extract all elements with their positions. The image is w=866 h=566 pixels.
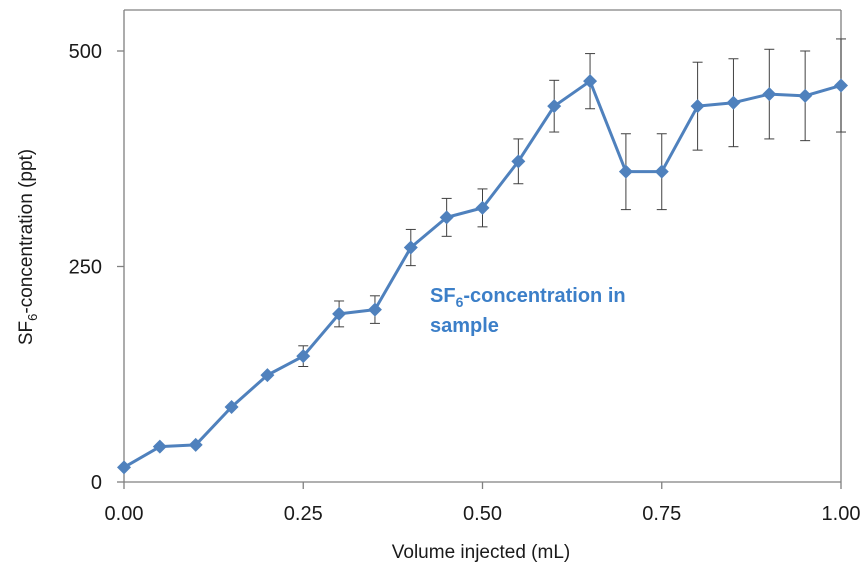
series-annotation: SF6-concentration in	[430, 285, 626, 310]
y-tick-label: 0	[91, 472, 102, 494]
data-point-marker	[260, 368, 275, 383]
x-tick-label: 0.00	[105, 503, 144, 525]
series-annotation-rest: -concentration in	[463, 285, 625, 307]
data-point-marker	[188, 437, 203, 452]
data-point-marker	[117, 460, 131, 475]
data-point-marker	[726, 95, 741, 110]
y-axis-title-subscript: 6	[25, 314, 40, 321]
data-point-marker	[762, 87, 777, 102]
series-annotation-main: SF	[430, 285, 456, 307]
data-point-marker	[547, 99, 562, 114]
y-tick-label: 500	[69, 41, 102, 63]
data-point-marker	[654, 164, 669, 179]
series-annotation-subscript: 6	[456, 294, 464, 310]
x-tick-label: 0.25	[284, 503, 323, 525]
data-point-marker	[224, 400, 239, 415]
data-point-marker	[690, 99, 705, 114]
data-point-marker	[296, 349, 311, 364]
data-point-marker	[798, 88, 813, 103]
data-point-marker	[834, 78, 848, 93]
axes: 0 250 500 0.00 0.25 0.50 0.75 1.00	[69, 9, 861, 525]
data-point-marker	[367, 302, 382, 317]
x-tick-label: 1.00	[822, 503, 861, 525]
x-axis-title: Volume injected (mL)	[392, 542, 570, 563]
data-point-marker	[332, 306, 347, 321]
y-axis-title-rest: -concentration (ppt)	[16, 149, 37, 314]
y-tick-label: 250	[69, 257, 102, 279]
series-group	[117, 74, 848, 475]
error-bars	[298, 38, 846, 367]
labels: Volume injected (mL) SF6-concentration (…	[16, 149, 626, 563]
data-point-marker	[475, 200, 490, 215]
series-annotation-line2: sample	[430, 315, 499, 337]
x-tick-label: 0.50	[463, 503, 502, 525]
data-point-marker	[403, 240, 418, 255]
data-point-marker	[439, 210, 454, 225]
y-axis-title-main: SF	[16, 321, 37, 345]
data-point-marker	[583, 74, 598, 89]
y-axis-title: SF6-concentration (ppt)	[16, 149, 40, 345]
x-tick-label: 0.75	[642, 503, 681, 525]
data-point-marker	[152, 439, 167, 454]
data-point-marker	[511, 154, 526, 169]
data-point-marker	[618, 164, 633, 179]
